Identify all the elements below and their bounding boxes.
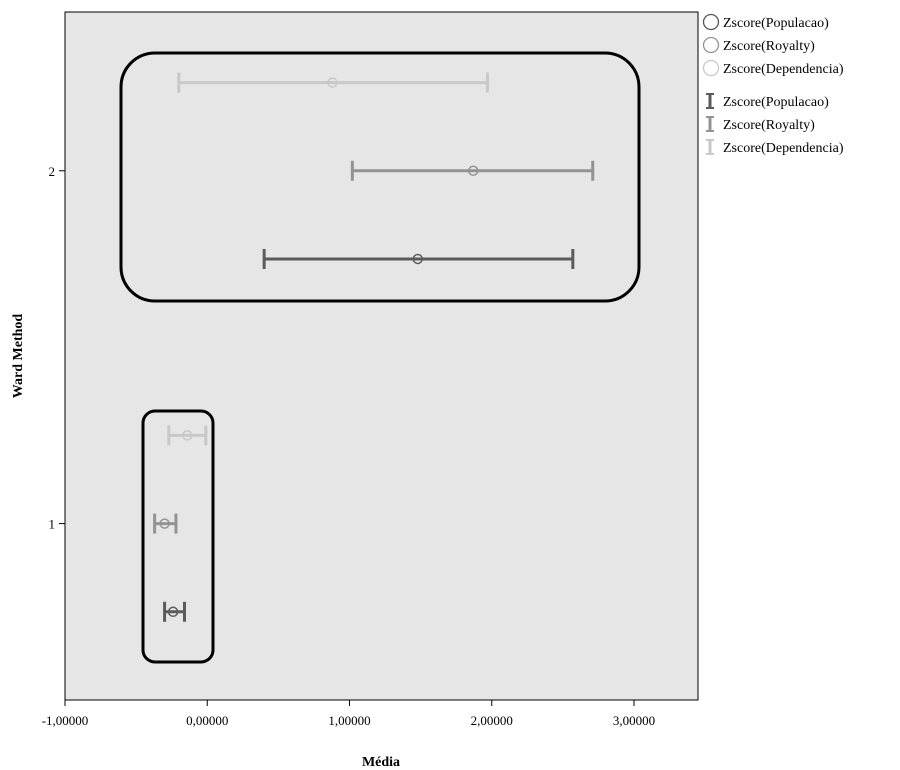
- legend-label: Zscore(Royalty): [723, 39, 815, 54]
- x-tick-label: 2,00000: [471, 713, 513, 728]
- legend-mean-marker: [702, 59, 720, 77]
- x-tick-label: 3,00000: [613, 713, 655, 728]
- mean-marker: [327, 77, 338, 88]
- mean-marker: [412, 253, 424, 265]
- plot-area: [64, 11, 699, 701]
- mean-marker: [159, 518, 170, 529]
- highlight-box-group-1: [141, 409, 215, 664]
- mean-marker: [467, 165, 479, 177]
- legend-label: Zscore(Populacao): [723, 95, 829, 110]
- error-bars: [153, 72, 595, 622]
- legend-label: Zscore(Dependencia): [723, 62, 844, 77]
- x-tick-label: -1,00000: [42, 713, 89, 728]
- y-tick-label: 1: [49, 517, 56, 532]
- legend-label: Zscore(Populacao): [723, 16, 829, 31]
- y-axis: 12: [49, 164, 65, 532]
- x-tick-label: 1,00000: [328, 713, 370, 728]
- highlight-boxes: [119, 51, 641, 664]
- x-tick-label: 0,00000: [186, 713, 228, 728]
- mean-marker: [182, 430, 193, 441]
- mean-marker: [167, 606, 179, 618]
- highlight-box-group-2: [119, 51, 641, 303]
- legend-mean-marker: [702, 36, 720, 54]
- legend-label: Zscore(Royalty): [723, 118, 815, 133]
- y-tick-label: 2: [49, 164, 56, 179]
- legend-mean-marker: [702, 13, 720, 31]
- x-axis-title: Média: [362, 755, 400, 770]
- legend: Zscore(Populacao) Zscore(Royalty) Zscore(D…: [702, 13, 844, 156]
- y-axis-title: Ward Method: [11, 314, 26, 399]
- x-axis: -1,00000 0,00000 1,00000 2,00000 3,00000: [42, 700, 655, 728]
- legend-label: Zscore(Dependencia): [723, 141, 844, 156]
